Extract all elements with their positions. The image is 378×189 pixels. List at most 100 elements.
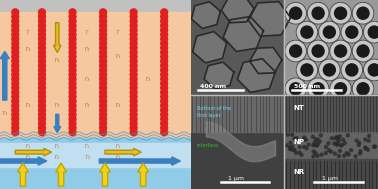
Circle shape xyxy=(289,141,292,144)
Circle shape xyxy=(39,71,45,78)
Circle shape xyxy=(290,45,302,57)
Circle shape xyxy=(100,22,107,29)
Text: $\mathit{\Gamma}_3$: $\mathit{\Gamma}_3$ xyxy=(84,101,91,110)
Circle shape xyxy=(100,40,107,47)
Circle shape xyxy=(161,71,167,78)
Circle shape xyxy=(100,9,107,16)
Circle shape xyxy=(12,9,19,16)
Circle shape xyxy=(12,80,19,87)
Circle shape xyxy=(307,2,329,24)
Circle shape xyxy=(100,67,107,74)
Circle shape xyxy=(343,154,346,157)
Circle shape xyxy=(69,67,76,74)
Circle shape xyxy=(336,137,339,140)
FancyArrow shape xyxy=(99,163,110,186)
Circle shape xyxy=(12,84,19,91)
Circle shape xyxy=(367,139,370,142)
Circle shape xyxy=(366,148,369,151)
Circle shape xyxy=(39,98,45,105)
Circle shape xyxy=(285,2,307,24)
Circle shape xyxy=(130,49,137,56)
Polygon shape xyxy=(222,0,254,23)
Circle shape xyxy=(342,138,345,141)
Circle shape xyxy=(161,22,167,29)
Circle shape xyxy=(12,31,19,38)
Circle shape xyxy=(100,120,107,127)
Circle shape xyxy=(100,58,107,65)
Circle shape xyxy=(291,145,294,148)
Bar xyxy=(101,12,105,132)
Circle shape xyxy=(323,26,335,38)
FancyArrow shape xyxy=(54,114,61,133)
Circle shape xyxy=(39,115,45,122)
Circle shape xyxy=(100,129,107,136)
Circle shape xyxy=(39,49,45,56)
Circle shape xyxy=(39,89,45,96)
Circle shape xyxy=(39,80,45,87)
Circle shape xyxy=(161,93,167,100)
Circle shape xyxy=(161,124,167,131)
Bar xyxy=(162,12,166,132)
Circle shape xyxy=(69,71,76,78)
Circle shape xyxy=(100,89,107,96)
Circle shape xyxy=(130,53,137,60)
Circle shape xyxy=(130,124,137,131)
Bar xyxy=(284,159,378,189)
Circle shape xyxy=(161,102,167,109)
Circle shape xyxy=(296,59,318,81)
Circle shape xyxy=(303,138,305,141)
Circle shape xyxy=(324,146,327,149)
Bar xyxy=(40,12,44,132)
Circle shape xyxy=(69,107,76,113)
Text: $\mathit{\Gamma}_3$: $\mathit{\Gamma}_3$ xyxy=(2,109,9,118)
Circle shape xyxy=(324,152,327,155)
Circle shape xyxy=(100,98,107,105)
Text: 500 nm: 500 nm xyxy=(294,84,320,89)
Circle shape xyxy=(130,80,137,87)
Text: $\mathit{\Gamma}$: $\mathit{\Gamma}$ xyxy=(116,28,121,36)
Circle shape xyxy=(12,98,19,105)
Text: $\mathit{\Gamma}$: $\mathit{\Gamma}$ xyxy=(26,28,31,36)
Circle shape xyxy=(39,124,45,131)
Circle shape xyxy=(130,44,137,51)
Circle shape xyxy=(39,84,45,91)
Text: $\mathit{\Gamma}$: $\mathit{\Gamma}$ xyxy=(85,28,90,36)
Circle shape xyxy=(312,7,324,19)
Circle shape xyxy=(161,9,167,16)
Circle shape xyxy=(364,146,367,149)
Circle shape xyxy=(100,62,107,69)
Circle shape xyxy=(12,115,19,122)
Circle shape xyxy=(161,18,167,25)
Circle shape xyxy=(335,136,338,139)
Circle shape xyxy=(294,139,297,142)
Circle shape xyxy=(12,102,19,109)
Circle shape xyxy=(161,31,167,38)
FancyArrow shape xyxy=(99,157,180,165)
Circle shape xyxy=(354,155,357,158)
Circle shape xyxy=(358,141,361,144)
Circle shape xyxy=(100,107,107,113)
Text: $\mathit{\Gamma}_3$: $\mathit{\Gamma}_3$ xyxy=(25,45,32,54)
Circle shape xyxy=(39,102,45,109)
Circle shape xyxy=(12,111,19,118)
Circle shape xyxy=(340,144,343,147)
Circle shape xyxy=(339,149,341,153)
Circle shape xyxy=(161,98,167,105)
Circle shape xyxy=(330,150,333,153)
Circle shape xyxy=(130,22,137,29)
Circle shape xyxy=(161,80,167,87)
Circle shape xyxy=(357,45,369,57)
Circle shape xyxy=(130,115,137,122)
Circle shape xyxy=(298,151,301,154)
Text: 1 μm: 1 μm xyxy=(322,177,338,181)
Circle shape xyxy=(39,9,45,16)
Circle shape xyxy=(315,144,318,147)
Bar xyxy=(0,12,191,138)
Circle shape xyxy=(69,120,76,127)
Circle shape xyxy=(161,107,167,113)
Circle shape xyxy=(12,67,19,74)
Circle shape xyxy=(12,62,19,69)
Circle shape xyxy=(286,133,289,136)
Text: $\mathit{\Gamma}_2$: $\mathit{\Gamma}_2$ xyxy=(25,153,32,162)
Circle shape xyxy=(69,102,76,109)
